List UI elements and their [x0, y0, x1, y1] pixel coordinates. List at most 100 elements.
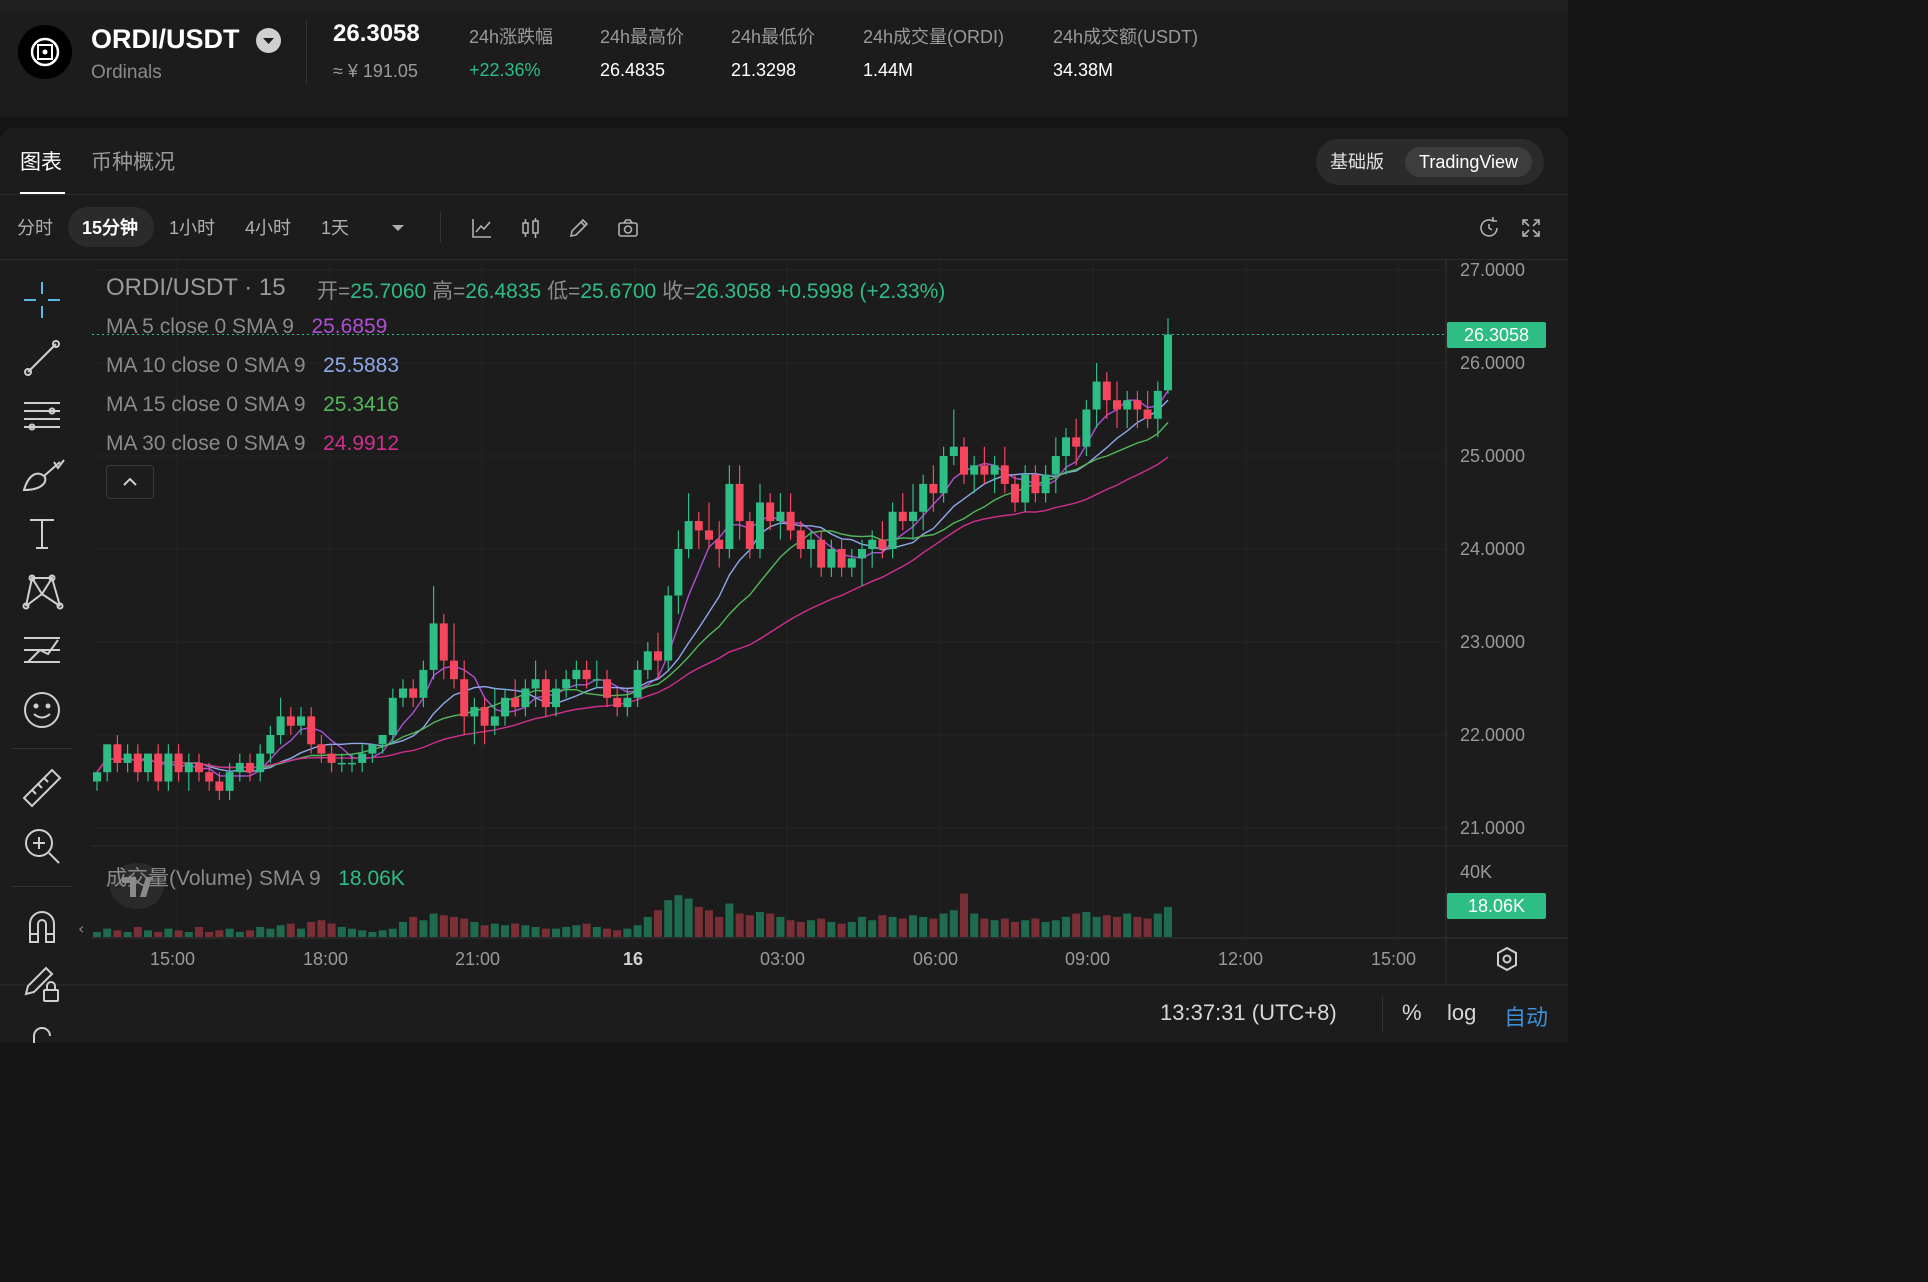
candle-body — [93, 772, 101, 782]
volume-bar — [439, 915, 448, 937]
volume-bar — [980, 918, 989, 937]
lock-drawing-icon[interactable] — [22, 964, 62, 1004]
ma30-label: MA 30 close 0 SMA 9 — [106, 432, 306, 455]
volume-bar — [827, 921, 836, 937]
time-axis-label: 21:00 — [455, 949, 501, 969]
legend-volume: 成交量(Volume) SMA 9 18.06K — [106, 862, 405, 892]
candle-body — [756, 502, 764, 549]
candle-body — [1062, 437, 1070, 456]
price-axis-label: 22.0000 — [1460, 725, 1526, 745]
pair-dropdown-icon[interactable] — [256, 28, 281, 53]
legend-ma30: MA 30 close 0 SMA 9 24.9912 — [106, 432, 399, 456]
stat-high-label: 24h最高价 — [600, 27, 685, 47]
price-axis-label: 26.0000 — [1460, 353, 1526, 373]
emoji-icon[interactable] — [22, 690, 62, 730]
draw-pencil-icon[interactable] — [567, 216, 591, 240]
tabs-divider — [0, 194, 1568, 195]
candle-body — [878, 539, 887, 549]
volume-bar — [888, 916, 897, 937]
candle-body — [633, 669, 642, 698]
toolbar-divider — [440, 212, 441, 242]
indicator-icon[interactable] — [470, 216, 494, 240]
candle-body — [745, 521, 754, 549]
candle-body — [235, 762, 244, 773]
tab-overview[interactable]: 币种概况 — [91, 151, 175, 174]
volume-bar — [960, 893, 968, 937]
legend-low-label: 低= — [547, 280, 581, 303]
candle-body — [1041, 474, 1050, 494]
volume-bar — [858, 916, 866, 937]
auto-toggle[interactable]: 自动 — [1504, 1005, 1549, 1030]
interval-4h[interactable]: 4小时 — [245, 218, 292, 238]
refresh-icon[interactable] — [1477, 216, 1501, 240]
volume-bar — [246, 930, 254, 937]
volume-bar — [490, 923, 499, 937]
prediction-icon[interactable] — [22, 632, 64, 672]
candle-body — [521, 688, 530, 708]
candle-body — [174, 753, 183, 773]
candle-body — [368, 744, 377, 754]
volume-bar — [745, 915, 754, 937]
volume-bar — [613, 930, 622, 937]
interval-timeline[interactable]: 分时 — [17, 218, 53, 238]
chevron-up-icon — [123, 477, 137, 486]
visibility-icon[interactable] — [22, 1026, 62, 1043]
volume-bar — [817, 918, 826, 937]
legend-low: 25.6700 — [580, 280, 657, 303]
magnet-icon[interactable] — [22, 906, 62, 946]
scroll-left-icon[interactable]: ‹ — [78, 919, 84, 938]
ma15-line — [96, 422, 1169, 773]
tab-chart-underline — [20, 192, 65, 195]
percent-toggle[interactable]: % — [1402, 1000, 1422, 1025]
volume-bar — [664, 900, 673, 937]
ma10-label: MA 10 close 0 SMA 9 — [106, 354, 306, 377]
candle-body — [480, 707, 489, 726]
fullscreen-icon[interactable] — [1519, 216, 1543, 240]
ordinals-logo-icon — [30, 37, 60, 67]
pattern-icon[interactable] — [22, 572, 64, 612]
time-axis-label: 06:00 — [913, 949, 959, 969]
brush-icon[interactable] — [22, 456, 66, 496]
candle-body — [939, 456, 948, 494]
zoom-in-icon[interactable] — [22, 826, 62, 866]
log-toggle[interactable]: log — [1447, 1000, 1477, 1025]
view-basic-button[interactable]: 基础版 — [1330, 152, 1384, 172]
text-icon[interactable] — [22, 514, 62, 554]
volume-value: 18.06K — [338, 867, 405, 890]
camera-icon[interactable] — [616, 216, 640, 240]
time-axis-label: 16 — [623, 949, 644, 969]
toolbar-divider-bottom — [0, 259, 1568, 260]
settings-icon[interactable] — [1494, 946, 1520, 972]
pair-title[interactable]: ORDI/USDT — [91, 24, 240, 54]
stat-low-label: 24h最低价 — [731, 27, 816, 47]
trend-line-icon[interactable] — [22, 338, 62, 378]
price-axis-label: 23.0000 — [1460, 632, 1526, 652]
volume-bar — [592, 926, 601, 937]
ruler-icon[interactable] — [22, 768, 62, 808]
interval-15m[interactable]: 15分钟 — [82, 218, 139, 238]
candle-body — [1113, 400, 1121, 410]
volume-bar — [1082, 911, 1091, 937]
interval-more-icon[interactable] — [386, 216, 410, 240]
volume-bar — [144, 930, 152, 937]
view-tradingview-button[interactable]: TradingView — [1405, 147, 1533, 177]
legend-collapse-button[interactable] — [106, 465, 154, 499]
interval-1h[interactable]: 1小时 — [169, 218, 216, 238]
volume-bar — [1123, 913, 1132, 937]
candle-body — [113, 744, 122, 763]
tab-chart[interactable]: 图表 — [20, 151, 62, 174]
candle-body — [419, 669, 428, 698]
volume-bar — [766, 913, 775, 937]
candle-body — [460, 679, 469, 717]
candle-body — [613, 697, 622, 708]
volume-bar — [643, 916, 652, 937]
candle-body — [541, 679, 550, 708]
ma10-value: 25.5883 — [323, 354, 400, 377]
interval-1d[interactable]: 1天 — [321, 218, 350, 238]
candle-type-icon[interactable] — [519, 216, 543, 240]
stat-high-value: 26.4835 — [600, 60, 666, 80]
candlestick-chart[interactable]: ‹ — [0, 0, 1568, 1043]
crosshair-icon[interactable] — [22, 280, 62, 320]
candle-body — [786, 511, 795, 531]
fib-icon[interactable] — [22, 397, 62, 437]
